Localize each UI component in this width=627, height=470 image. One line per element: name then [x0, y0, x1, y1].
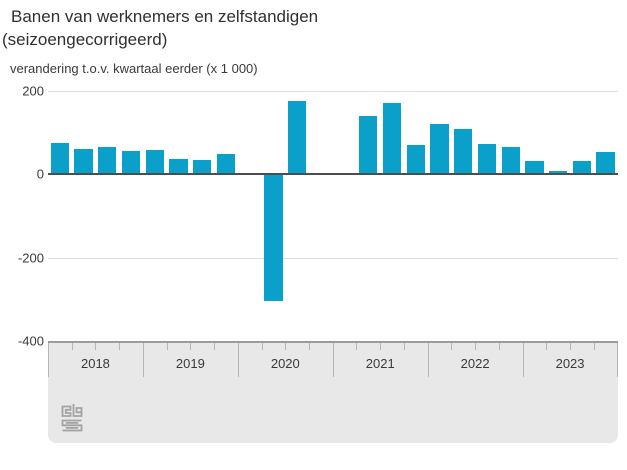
bar	[169, 158, 188, 174]
x-axis-year-label: 2020	[270, 356, 300, 371]
x-axis-year-label: 2018	[80, 356, 110, 371]
bar	[193, 160, 212, 174]
year-boundary-tick	[237, 343, 239, 377]
quarter-tick	[119, 343, 121, 350]
bar	[74, 148, 93, 174]
y-axis-label: 0	[36, 166, 44, 182]
year-boundary-tick	[332, 343, 334, 377]
quarter-tick	[309, 343, 311, 350]
x-axis-band: 2018 2019 2020 2021 2022 2023	[48, 341, 618, 443]
year-boundary-tick	[48, 343, 49, 377]
quarter-tick	[261, 343, 263, 350]
year-boundary-tick	[142, 343, 144, 377]
bar	[477, 143, 497, 174]
year-boundary-tick	[616, 343, 618, 377]
bar	[359, 115, 378, 174]
bar	[145, 149, 164, 174]
x-axis-year-label: 2019	[175, 356, 205, 371]
quarter-tick	[380, 343, 382, 350]
y-axis-label: -200	[17, 250, 44, 265]
gridline	[48, 90, 618, 92]
chart-title-line2: (seizoengecorrigeerd)	[2, 30, 168, 49]
zero-axis-line	[48, 173, 618, 175]
gridline	[48, 257, 618, 259]
bar	[382, 103, 402, 174]
quarter-tick	[356, 343, 358, 350]
quarter-tick	[285, 343, 287, 350]
x-axis-year-label: 2023	[555, 356, 585, 371]
quarter-tick	[71, 343, 73, 350]
bar	[216, 154, 236, 174]
quarter-tick	[570, 343, 572, 350]
quarter-tick	[166, 343, 168, 350]
y-axis-label: 200	[22, 83, 44, 98]
quarter-tick	[498, 343, 500, 350]
year-boundary-tick	[522, 343, 524, 377]
quarter-tick	[95, 343, 97, 350]
bar	[288, 100, 307, 174]
x-axis-year-label: 2021	[365, 356, 395, 371]
bar	[121, 151, 141, 174]
bar	[406, 145, 425, 174]
chart-title-line1: Banen van werknemers en zelfstandigen	[11, 7, 319, 26]
bar	[430, 123, 449, 174]
chart-title: Banen van werknemers en zelfstandigen (s…	[2, 5, 382, 51]
bar	[525, 161, 544, 174]
bar	[572, 161, 592, 174]
quarter-tick	[475, 343, 477, 350]
quarter-tick	[546, 343, 548, 350]
quarter-tick	[190, 343, 192, 350]
year-boundary-tick	[427, 343, 429, 377]
quarter-tick	[403, 343, 405, 350]
bar	[501, 147, 520, 174]
quarter-tick	[451, 343, 453, 350]
quarter-tick	[593, 343, 595, 350]
bar	[549, 171, 568, 174]
cbs-logo-icon	[61, 404, 83, 432]
y-axis: 200 0 -200 -400	[0, 0, 44, 470]
bar	[264, 174, 283, 302]
bar	[596, 151, 615, 174]
x-axis-year-label: 2022	[460, 356, 490, 371]
chart-subtitle: verandering t.o.v. kwartaal eerder (x 1 …	[10, 61, 258, 76]
bar	[98, 146, 117, 174]
quarter-tick	[214, 343, 216, 350]
y-axis-label: -400	[17, 333, 44, 349]
plot-area	[48, 0, 618, 470]
bar	[50, 142, 69, 174]
bar	[454, 128, 473, 174]
